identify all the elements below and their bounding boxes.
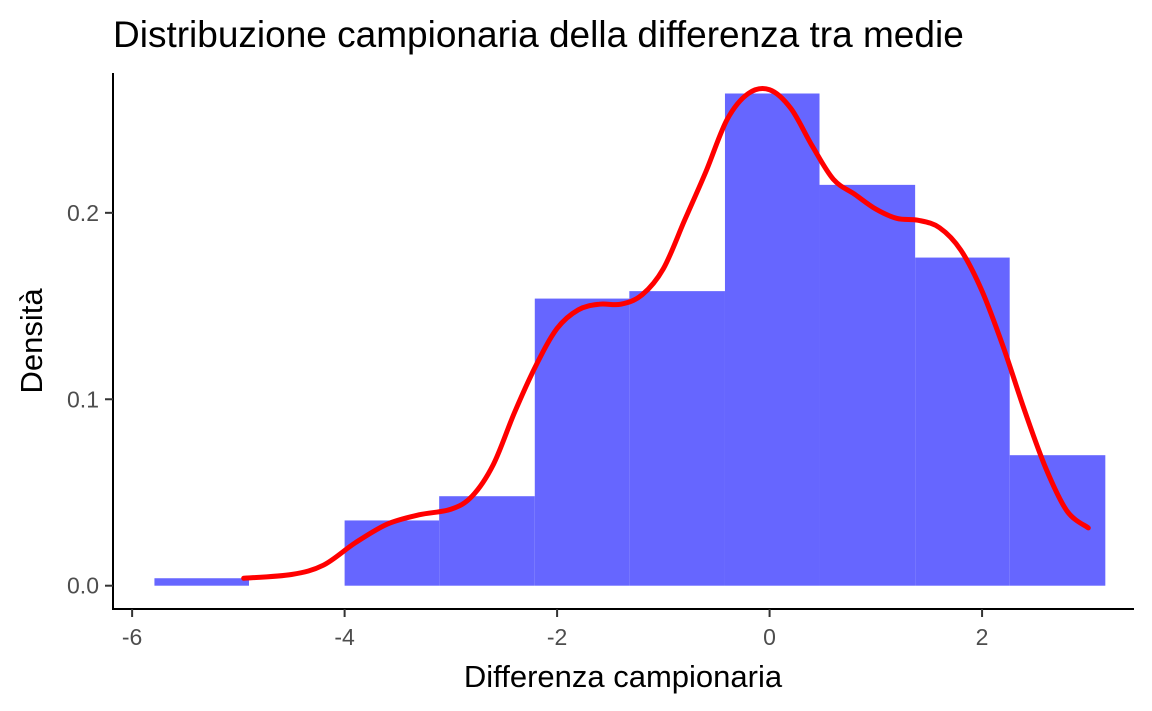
x-tick-label: -6 [122, 624, 142, 650]
y-tick-label: 0.1 [67, 386, 99, 412]
histogram-bars [154, 93, 1106, 586]
histogram-bar [344, 520, 440, 586]
histogram-bar [915, 257, 1010, 586]
density-curve [241, 86, 1091, 581]
x-axis-ticks: -6 -4 -2 0 2 [122, 609, 989, 650]
density-curve-layer [241, 86, 1091, 581]
x-axis-label: Differenza campionaria [464, 659, 783, 694]
y-axis-ticks: 0.0 0.1 0.2 [67, 200, 113, 599]
x-tick-label: -4 [334, 624, 355, 650]
histogram-bar [724, 93, 820, 586]
histogram-bar [1009, 455, 1106, 586]
histogram-bar [439, 496, 535, 586]
x-tick-label: 2 [976, 624, 989, 650]
histogram-bar [534, 298, 630, 586]
histogram-bar [629, 291, 725, 586]
y-tick-label: 0.2 [67, 200, 99, 226]
histogram-bar [819, 184, 916, 586]
y-tick-label: 0.0 [67, 573, 99, 599]
y-axis-label: Densità [14, 288, 49, 394]
chart-title: Distribuzione campionaria della differen… [113, 14, 964, 55]
x-tick-label: -2 [547, 624, 567, 650]
histogram-bar [154, 578, 249, 586]
x-tick-label: 0 [763, 624, 776, 650]
